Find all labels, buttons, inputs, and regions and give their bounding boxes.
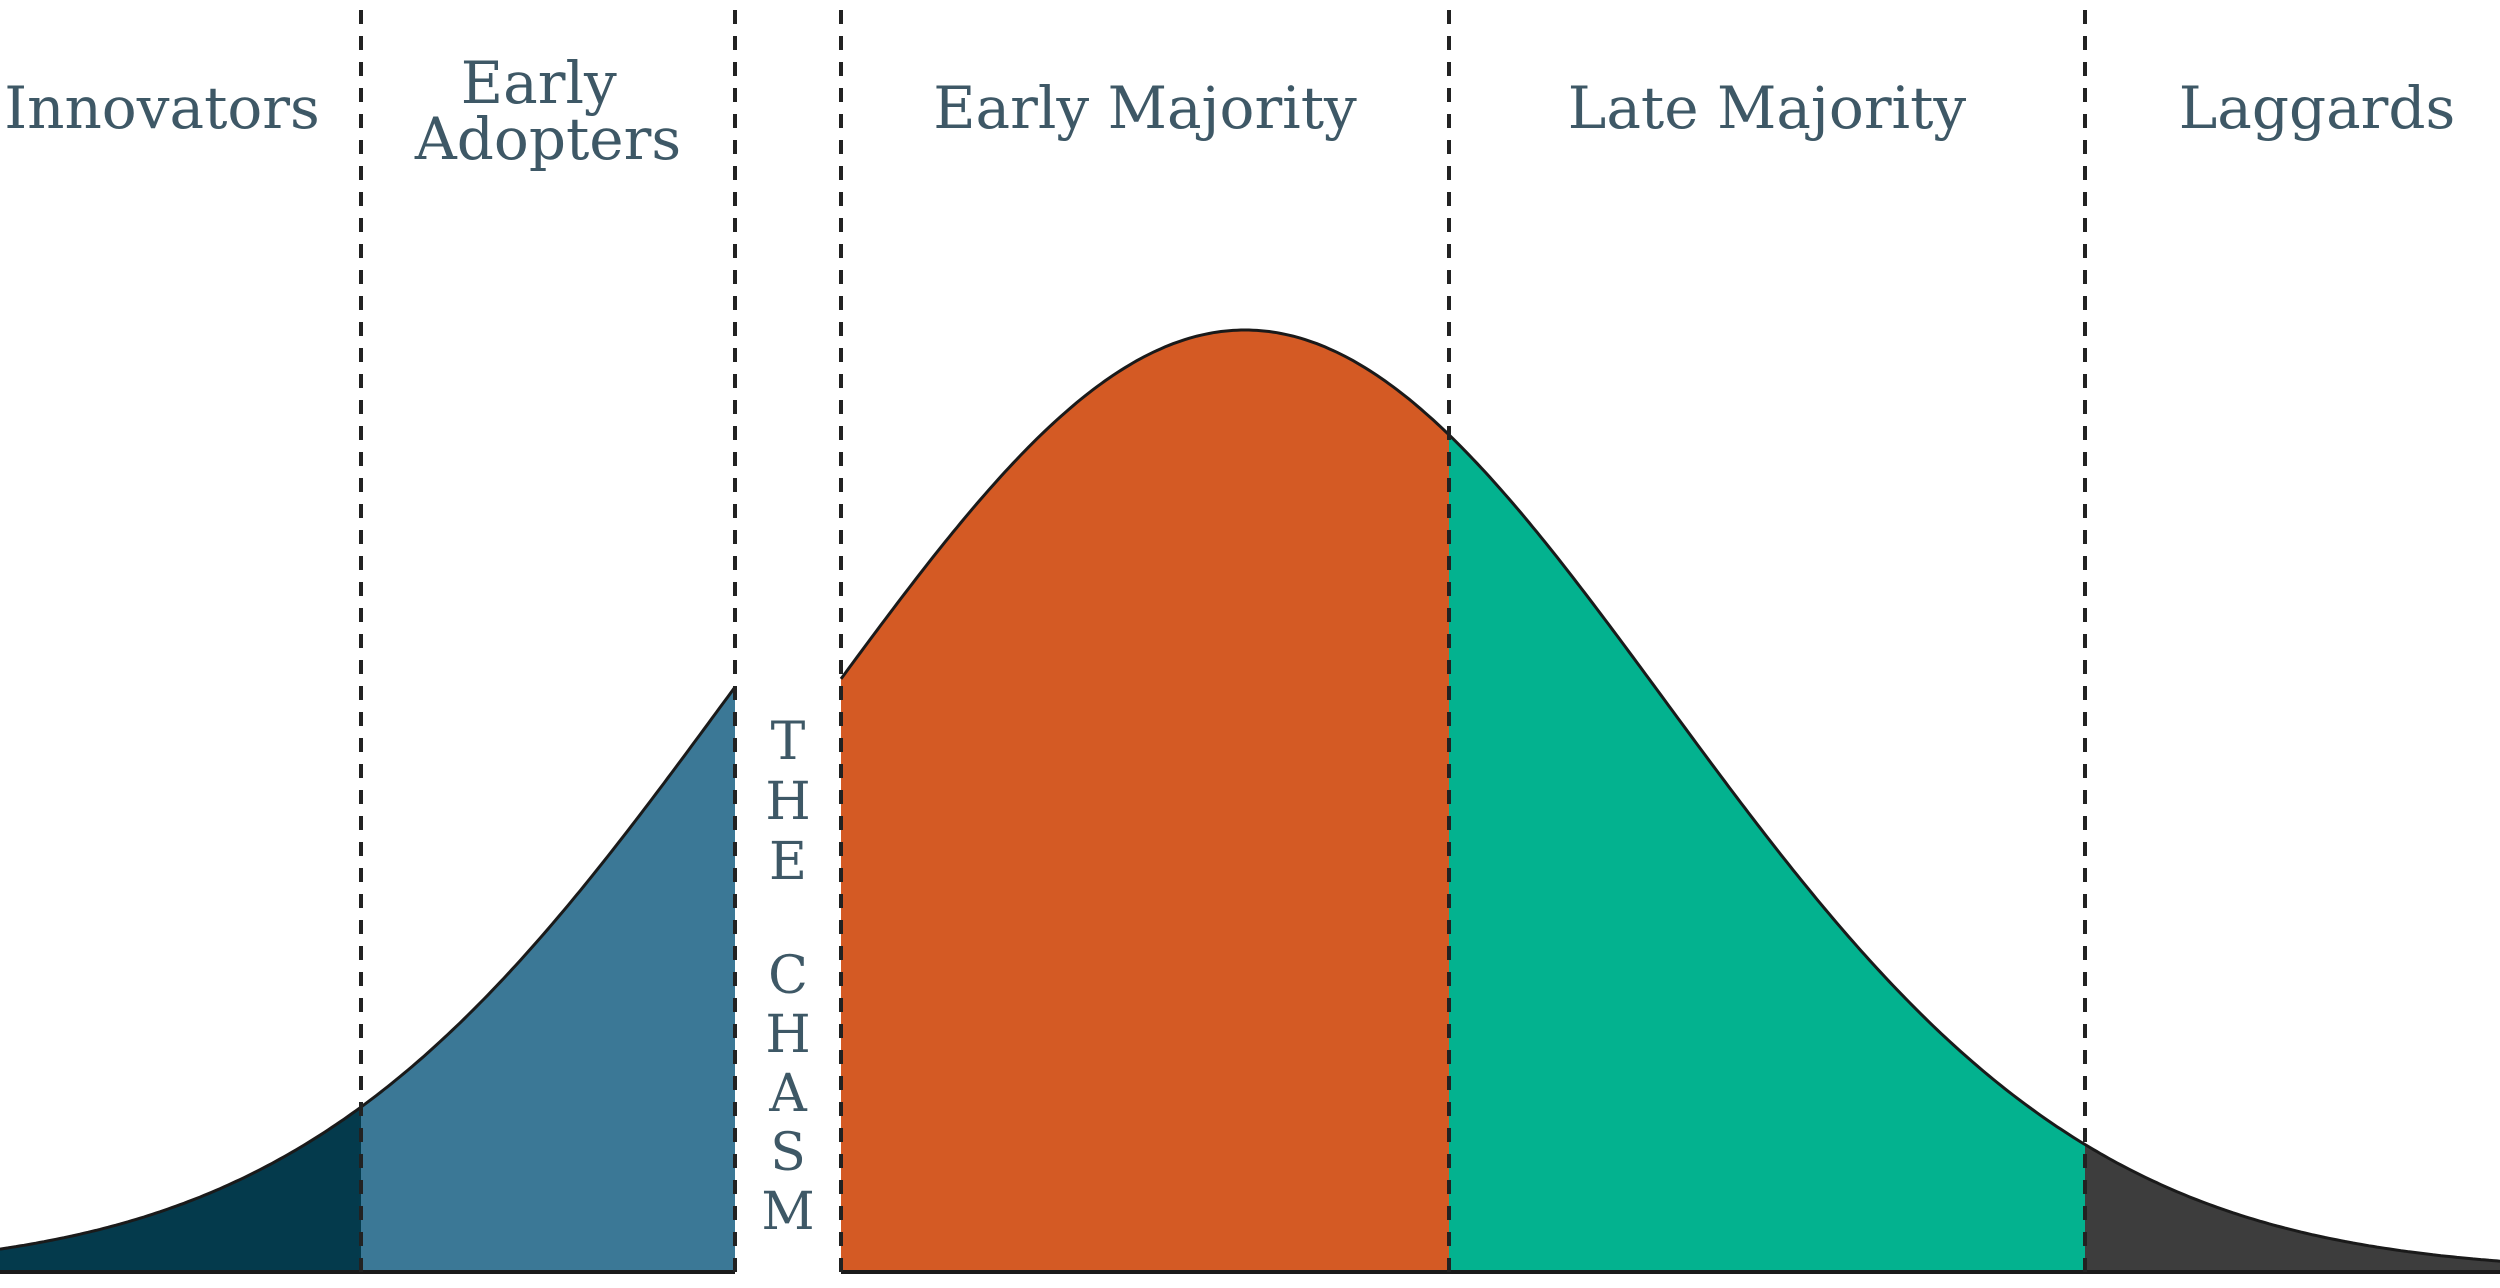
- curve-segments: [0, 330, 2500, 1272]
- chasm-letter: E: [769, 832, 807, 892]
- early-adopters-segment: [361, 687, 735, 1272]
- early-adopters-label: Early Adopters: [414, 49, 681, 173]
- chasm-letter: M: [761, 1182, 814, 1242]
- innovators-segment: [0, 1107, 361, 1272]
- chasm-letter: H: [765, 772, 810, 832]
- laggards-segment: [2085, 1144, 2500, 1272]
- laggards-label: Laggards: [2179, 74, 2456, 142]
- right-curve-outline: [839, 328, 2500, 1263]
- chasm-letter: A: [768, 1064, 808, 1124]
- chasm-letter: C: [768, 946, 808, 1006]
- innovators-label: Innovators: [4, 74, 320, 142]
- chasm-letter: H: [765, 1005, 810, 1065]
- late-majority-label: Late Majority: [1568, 74, 1967, 142]
- late-majority-segment: [1449, 434, 2085, 1272]
- left-curve-outline: [0, 686, 737, 1251]
- early-majority-label: Early Majority: [933, 74, 1357, 142]
- the-chasm-label: T H E C H A S M: [761, 712, 814, 1242]
- early-majority-segment: [841, 330, 1449, 1272]
- chasm-letter: S: [770, 1123, 806, 1183]
- chasm-letter: T: [771, 712, 806, 772]
